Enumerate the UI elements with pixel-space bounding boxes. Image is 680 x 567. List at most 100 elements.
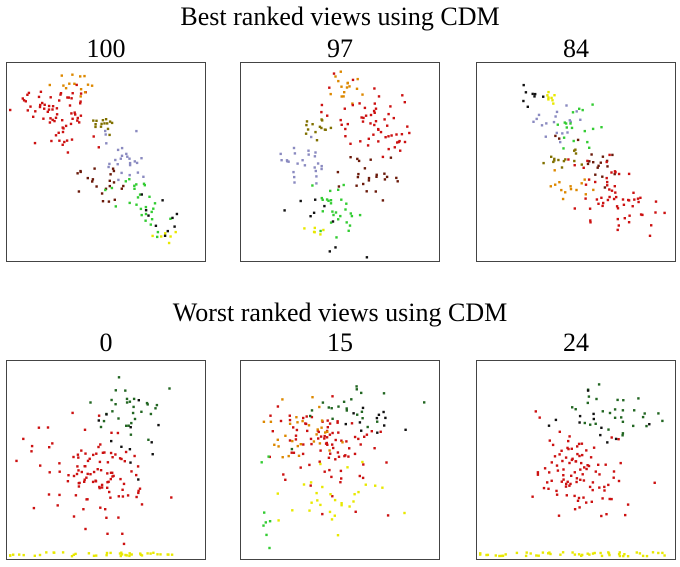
scatter-point [109, 496, 112, 499]
scatter-point [363, 167, 367, 170]
scatter-point [61, 143, 64, 146]
scatter-point [340, 439, 343, 442]
scatter-point [327, 406, 330, 409]
scatter-point [568, 484, 571, 487]
scatter-point [117, 376, 121, 379]
scatter-point [76, 116, 79, 120]
scatter-point [104, 133, 107, 136]
scatter-point [167, 241, 171, 245]
scatter-point [309, 215, 312, 218]
scatter-point [340, 198, 343, 201]
scatter-point [344, 422, 347, 426]
scatter-point [61, 119, 64, 122]
scatter-point [344, 454, 347, 457]
scatter-point [375, 175, 378, 178]
scatter-point [321, 198, 324, 201]
scatter-point [106, 486, 109, 489]
scatter-point [74, 552, 77, 556]
scatter-point [125, 401, 129, 404]
scatter-point [548, 439, 551, 442]
scatter-point [568, 435, 571, 438]
scatter-point [309, 437, 313, 441]
scatter-point [161, 199, 164, 202]
scatter-point [22, 437, 25, 441]
scatter-point [83, 74, 86, 78]
scatter-point [291, 509, 294, 512]
scatter-point [401, 94, 404, 97]
scatter-point [276, 438, 279, 441]
scatter-point [84, 527, 87, 531]
scatter-point [79, 88, 83, 91]
scatter-point [71, 117, 74, 120]
scatter-point [51, 442, 54, 445]
scatter-point [370, 430, 373, 433]
scatter-point [408, 131, 411, 135]
scatter-point [292, 451, 296, 454]
scatter-point [328, 250, 331, 253]
scatter-point [542, 95, 545, 98]
scatter-point [41, 101, 44, 105]
scatter-point [79, 92, 83, 95]
scatter-point [114, 453, 117, 456]
scatter-point [363, 106, 367, 110]
scatter-point [136, 465, 140, 468]
scatter-point [114, 158, 117, 162]
scatter-point [565, 482, 568, 486]
scatter-point [9, 554, 12, 557]
scatter-point [564, 456, 568, 459]
scatter-point [276, 405, 280, 408]
scatter-point [302, 416, 305, 420]
scatter-point [99, 125, 103, 128]
scatter-point [552, 160, 555, 164]
scatter-point [555, 493, 559, 496]
scatter-point [562, 136, 566, 139]
scatter-point [616, 228, 619, 232]
scatter-point [67, 474, 70, 477]
scatter-point [95, 554, 98, 557]
scatter-point [315, 182, 318, 185]
scatter-point [97, 146, 100, 149]
scatter-point [569, 482, 572, 486]
scatter-point [114, 389, 117, 392]
scatter-point [356, 175, 360, 179]
scatter-point [608, 411, 612, 415]
scatter-point [532, 120, 535, 123]
scatter-point [591, 481, 595, 484]
scatter-point [292, 426, 295, 429]
scatter-point [543, 467, 547, 470]
scatter-point [588, 553, 591, 556]
scatter-point [291, 439, 294, 443]
scatter-point [359, 140, 362, 143]
scatter-point [573, 553, 577, 556]
scatter-point [569, 185, 572, 188]
scatter-point [333, 498, 337, 502]
scatter-point [319, 435, 323, 438]
scatter-point [336, 534, 340, 537]
scatter-point [320, 118, 323, 121]
scatter-point [376, 431, 379, 434]
scatter-point [116, 431, 120, 435]
scatter-point [331, 495, 334, 498]
scatter-point [533, 95, 536, 98]
worst-section-title: Worst ranked views using CDM [172, 298, 508, 327]
scatter-point [592, 446, 596, 449]
scatter-point [133, 184, 136, 187]
scatter-point [547, 487, 550, 490]
scatter-point [382, 410, 385, 414]
scatter-point [553, 94, 556, 97]
scatter-point [277, 445, 280, 448]
scatter-point [560, 480, 563, 483]
scatter-point [328, 422, 332, 425]
scatter-point [348, 224, 352, 227]
scatter-point [542, 161, 545, 165]
scatter-point [130, 470, 133, 473]
scatter-point [329, 202, 333, 205]
scatter-point [525, 551, 528, 554]
scatter-point [71, 411, 74, 415]
scatter-point [348, 85, 351, 88]
scatter-point [79, 102, 82, 105]
scatter-point [547, 96, 550, 99]
scatter-point [110, 439, 113, 443]
scatter-point [137, 478, 140, 481]
scatter-point [565, 494, 568, 497]
